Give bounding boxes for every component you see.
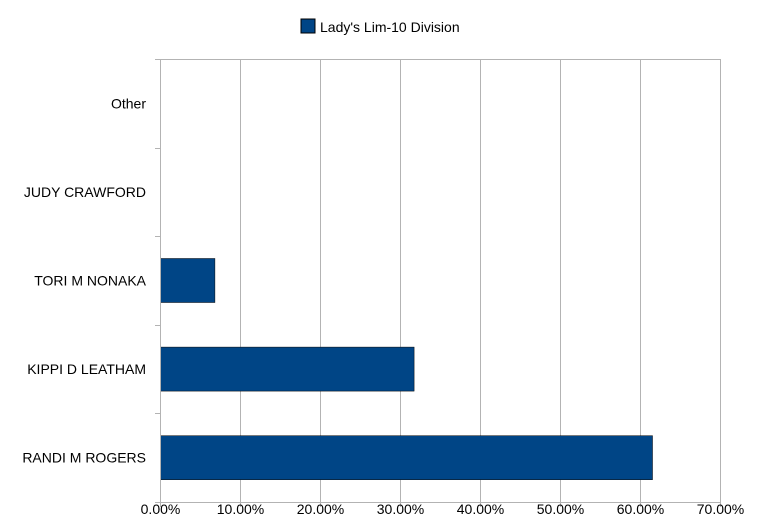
category-label: RANDI M ROGERS	[22, 450, 146, 466]
x-tick-label: 60.00%	[617, 501, 664, 517]
category-label: Other	[111, 95, 146, 111]
axes	[155, 59, 721, 507]
x-tick-label: 50.00%	[537, 501, 584, 517]
category-label: TORI M NONAKA	[34, 273, 146, 289]
legend: Lady's Lim-10 Division	[300, 18, 460, 35]
x-tick-labels: 0.00% 10.00% 20.00% 30.00% 40.00% 50.00% 60.00…	[141, 501, 745, 517]
x-tick-label: 30.00%	[377, 501, 424, 517]
bar-tori-m-nonaka	[160, 258, 216, 303]
x-tick-label: 0.00%	[141, 501, 181, 517]
category-labels: Other JUDY CRAWFORD TORI M NONAKA KIPPI D L…	[22, 95, 146, 465]
x-tick-label: 70.00%	[697, 501, 744, 517]
x-tick-label: 40.00%	[457, 501, 504, 517]
category-label: KIPPI D LEATHAM	[27, 361, 146, 377]
bar-kippi-d-leatham	[160, 346, 415, 392]
category-label: JUDY CRAWFORD	[24, 184, 146, 200]
legend-label: Lady's Lim-10 Division	[320, 19, 460, 35]
x-tick-label: 20.00%	[297, 501, 344, 517]
bars	[160, 258, 653, 480]
legend-swatch	[300, 18, 316, 34]
gridlines	[160, 59, 721, 502]
bar-randi-m-rogers	[160, 435, 653, 480]
x-tick-label: 10.00%	[217, 501, 264, 517]
